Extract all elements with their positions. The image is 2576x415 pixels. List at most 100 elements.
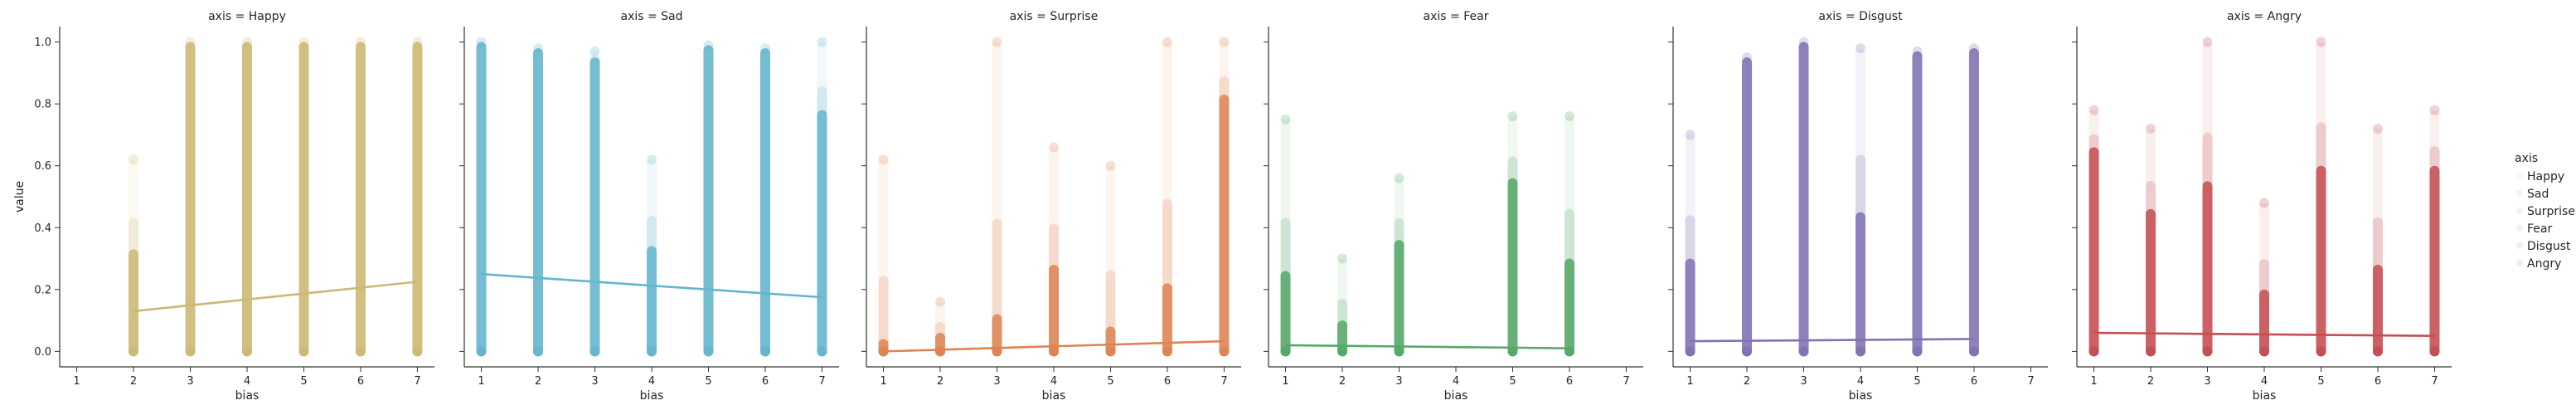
scatter-dense-band — [129, 249, 139, 357]
scatter-point-min — [1049, 346, 1059, 357]
scatter-point-min — [2372, 346, 2383, 357]
scatter-point-min — [2088, 346, 2099, 357]
scatter-point-max — [817, 37, 827, 47]
scatter-point-max — [2146, 124, 2156, 134]
legend-entry-sad: Sad — [2527, 188, 2549, 201]
x-tick-label: 2 — [535, 375, 541, 388]
scatter-column-bias-6 — [759, 43, 770, 357]
scatter-point-min — [703, 346, 714, 357]
scatter-point-min — [1912, 346, 1923, 357]
x-tick-label: 5 — [1107, 375, 1113, 388]
x-tick-label: 4 — [1453, 375, 1459, 388]
y-tick-label: 0.6 — [34, 160, 51, 173]
facet-panel-fear: axis = Fear 1 2 3 4 5 6 7 bias — [1264, 10, 1643, 403]
scatter-dense-band — [1162, 283, 1172, 357]
x-tick-label: 1 — [478, 375, 484, 388]
scatter-column-bias-5 — [1507, 111, 1518, 357]
scatter-column-bias-2 — [1742, 52, 1753, 357]
legend-marker — [2516, 173, 2523, 179]
scatter-dense-band — [476, 42, 487, 357]
scatter-column-bias-7 — [817, 37, 827, 357]
y-tick-label: 1.0 — [34, 37, 51, 49]
x-tick-label: 5 — [705, 375, 711, 388]
scatter-point-min — [1507, 346, 1518, 357]
scatter-column-bias-2 — [129, 154, 139, 357]
scatter-column-bias-7 — [412, 37, 423, 357]
scatter-dense-band — [2372, 265, 2383, 357]
scatter-dense-band — [2259, 289, 2269, 357]
scatter-point-max — [1912, 46, 1923, 56]
x-tick-label: 7 — [818, 375, 825, 388]
x-tick-label: 4 — [244, 375, 250, 388]
scatter-point-max — [242, 37, 252, 47]
x-axis-title: bias — [1444, 389, 1468, 403]
scatter-point-max — [1162, 37, 1172, 47]
x-tick-label: 2 — [1744, 375, 1750, 388]
scatter-dense-band — [817, 110, 827, 357]
panel-title: axis = Happy — [208, 10, 286, 23]
x-tick-label: 4 — [1050, 375, 1057, 388]
scatter-point-max — [1105, 160, 1116, 171]
legend-marker — [2516, 242, 2523, 249]
scatter-dense-band — [412, 42, 423, 357]
scatter-point-min — [412, 346, 423, 357]
scatter-dense-band — [2088, 147, 2099, 357]
legend-entry-surprise: Surprise — [2527, 205, 2575, 218]
scatter-dense-band — [298, 42, 309, 357]
scatter-point-min — [935, 346, 946, 357]
scatter-column-bias-1 — [878, 154, 889, 357]
scatter-point-min — [242, 346, 252, 357]
scatter-dense-band — [759, 48, 770, 357]
x-tick-label: 6 — [1566, 375, 1573, 388]
y-tick-label: 0.2 — [34, 284, 51, 296]
scatter-dense-band — [1394, 240, 1404, 357]
scatter-point-min — [2429, 346, 2440, 357]
x-tick-label: 3 — [1395, 375, 1402, 388]
x-tick-label: 6 — [357, 375, 364, 388]
scatter-point-min — [2146, 346, 2156, 357]
scatter-dense-band — [703, 45, 714, 357]
scatter-column-bias-2 — [1337, 253, 1348, 357]
scatter-column-bias-3 — [589, 46, 600, 357]
scatter-point-min — [1856, 346, 1865, 357]
scatter-point-max — [533, 43, 544, 54]
x-tick-label: 6 — [2375, 375, 2381, 388]
scatter-dense-band — [647, 246, 657, 357]
scatter-dense-band — [533, 48, 544, 357]
scatter-point-min — [2316, 346, 2326, 357]
y-axis-title: value — [13, 181, 27, 212]
x-tick-label: 3 — [1800, 375, 1807, 388]
legend: axis Happy Sad Surprise Fear Disgust Angry — [2515, 152, 2575, 271]
scatter-column-bias-4 — [647, 154, 657, 357]
panel-title: axis = Disgust — [1818, 10, 1903, 23]
scatter-point-max — [476, 37, 487, 47]
scatter-point-min — [589, 346, 600, 357]
scatter-dense-band — [2316, 165, 2326, 357]
scatter-column-bias-7 — [2429, 105, 2440, 357]
scatter-point-min — [355, 346, 366, 357]
legend-entry-fear: Fear — [2527, 222, 2552, 236]
facet-panel-happy: axis = Happy 0.0 0.2 0.4 0.6 0.8 1.0 1 2 3 4 5 6 7 bia… — [13, 10, 434, 403]
scatter-point-min — [1685, 346, 1696, 357]
regression-line — [1690, 338, 1974, 343]
x-axis-title: bias — [1849, 389, 1873, 403]
scatter-point-max — [647, 154, 657, 165]
scatter-column-bias-2 — [533, 43, 544, 357]
scatter-point-min — [1337, 346, 1348, 357]
scatter-column-bias-4 — [2259, 198, 2269, 357]
scatter-column-bias-1 — [2088, 105, 2099, 357]
scatter-point-max — [1685, 129, 1696, 140]
x-tick-label: 4 — [2261, 375, 2268, 388]
x-tick-label: 7 — [414, 375, 420, 388]
scatter-column-bias-5 — [703, 40, 714, 357]
scatter-dense-band — [1968, 48, 1979, 357]
scatter-point-max — [1049, 142, 1059, 153]
scatter-point-max — [129, 154, 139, 165]
scatter-point-min — [1394, 346, 1404, 357]
legend-marker — [2516, 260, 2523, 266]
scatter-dense-band — [1798, 42, 1809, 357]
scatter-point-min — [1162, 346, 1172, 357]
x-tick-label: 1 — [2090, 375, 2097, 388]
legend-marker — [2516, 190, 2523, 197]
